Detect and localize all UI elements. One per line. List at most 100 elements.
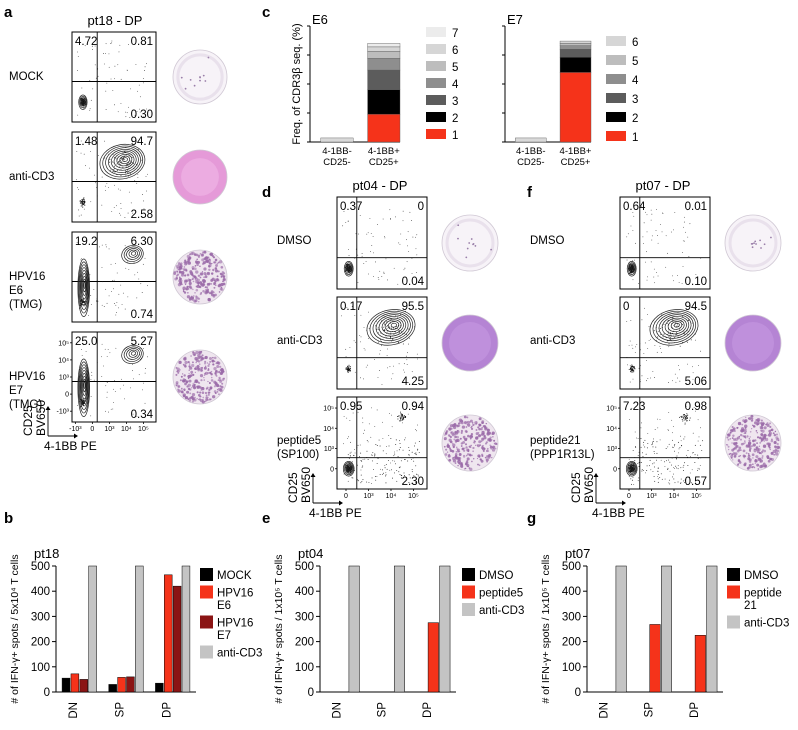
x-tick-label: 10⁴ — [669, 493, 680, 500]
quadrant-ur-value: 0 — [418, 201, 424, 213]
stack-seg-E7-1-1 — [559, 57, 592, 73]
legend-label-c-2: 5 — [452, 62, 458, 74]
x-category-label: SP — [644, 702, 656, 718]
quadrant-lr-value: 4.25 — [402, 376, 424, 388]
quadrant-ul-value: 0.95 — [340, 401, 362, 413]
y-tick-label: 10⁵ — [58, 340, 69, 347]
x-axis-label-a: 4-1BB PE — [44, 439, 97, 453]
legend-label-c-6: 1 — [452, 130, 458, 142]
y-axis-label-f-a: CD25 — [569, 472, 583, 503]
elispot-well-f-1 — [724, 314, 782, 372]
elispot-well-f-2 — [724, 414, 782, 472]
y-tick-label: 100 — [562, 662, 581, 674]
bar-e-DP-1 — [427, 622, 439, 693]
panel-letter-f: f — [527, 184, 533, 201]
bar-g-DP-2 — [706, 565, 718, 693]
quadrant-lr-value: 2.58 — [131, 209, 153, 221]
row-label-a-1: anti-CD3 — [9, 171, 54, 183]
stack-seg-E7-0-0 — [515, 137, 547, 143]
facs-plot-f-1: 0 94.5 5.06 — [619, 296, 711, 390]
facs-plot-a-2: 19.2 6.30 0.74 — [71, 231, 157, 323]
y-axis-label-c: Freq. of CDR3β seq. (%) — [291, 23, 303, 144]
legend-swatch-c-6 — [426, 129, 446, 139]
legend-swatch-c-5 — [426, 112, 446, 122]
facs-plot-d-1: 0.17 95.5 4.25 — [336, 296, 428, 390]
bar-g-DN-2 — [615, 565, 627, 693]
y-tick-label: 10⁵ — [323, 406, 334, 413]
legend-label-c-3: 3 — [632, 94, 638, 106]
elispot-well-a-1 — [172, 149, 228, 205]
quadrant-ur-value: 0.94 — [402, 401, 425, 413]
bar-b-DP-0 — [155, 682, 164, 693]
legend-swatch-0 — [200, 568, 213, 581]
row-label-a-2: HPV16 E6 (TMG) — [9, 271, 45, 311]
y-tick-label: 0 — [330, 466, 334, 473]
legend-swatch-c-3 — [426, 78, 446, 88]
legend-label-3: anti-CD3 — [217, 648, 262, 660]
facs-plot-a-3: 25.0 5.27 0.34 — [71, 331, 157, 423]
y-tick-label: 10³ — [607, 446, 618, 453]
bar-b-SP-0 — [108, 684, 117, 693]
x-category-label: 4-1BB+ CD25+ — [560, 146, 592, 168]
legend-label-1: HPV16 E6 — [217, 588, 253, 613]
legend-label-c-2: 4 — [632, 75, 639, 87]
row-label-d-2: peptide5 (SP100) — [277, 435, 321, 461]
row-label-f-2: peptide21 (PPP1R13L) — [530, 435, 595, 461]
legend-label-0: DMSO — [744, 570, 779, 582]
elispot-well-d-0 — [441, 214, 499, 272]
legend-swatch-0 — [727, 568, 740, 581]
y-tick-label: 0 — [44, 687, 50, 699]
legend-swatch-c-0 — [426, 27, 446, 37]
x-tick-label: 10⁵ — [408, 493, 419, 500]
chart-title-b: pt18 — [34, 546, 59, 561]
row-label-a-0: MOCK — [9, 71, 44, 83]
y-tick-label: 0 — [613, 466, 617, 473]
bar-b-SP-2 — [126, 676, 135, 693]
x-tick-label: 10³ — [363, 493, 374, 500]
x-tick-label: 10⁵ — [138, 426, 149, 433]
quadrant-ul-value: 19.2 — [75, 236, 97, 248]
legend-swatch-c-2 — [606, 74, 626, 84]
stack-seg-E6-1-0 — [367, 113, 401, 143]
bar-b-SP-1 — [117, 677, 126, 693]
y-tick-label: 500 — [562, 561, 581, 573]
quadrant-ur-value: 0.81 — [131, 36, 153, 48]
x-tick-label: 10⁴ — [121, 426, 132, 433]
y-tick-label: 100 — [31, 662, 50, 674]
y-axis-label-a-b: BV650 — [34, 400, 48, 436]
x-tick-label: -10³ — [69, 426, 82, 433]
legend-label-c-5: 2 — [452, 113, 458, 125]
y-axis-label-d-b: BV650 — [299, 467, 313, 503]
bar-b-DP-3 — [181, 565, 191, 693]
quadrant-ul-value: 1.48 — [75, 136, 97, 148]
bar-b-DP-1 — [164, 574, 173, 693]
stack-seg-E6-1-4 — [367, 51, 401, 59]
bar-b-DN-0 — [61, 677, 71, 693]
y-tick-label: 300 — [31, 611, 50, 623]
y-tick-label: -10³ — [57, 409, 70, 416]
y-tick-label: 10³ — [324, 446, 335, 453]
legend-label-1: peptide 21 — [744, 588, 782, 613]
x-tick-label: 10⁴ — [386, 493, 397, 500]
legend-swatch-2 — [727, 615, 740, 629]
quadrant-ul-value: 4.72 — [75, 36, 97, 48]
y-tick-label: 500 — [31, 561, 50, 573]
y-tick-label: 10⁴ — [58, 357, 69, 364]
y-tick-label: 10⁴ — [323, 426, 334, 433]
legend-label-1: peptide5 — [479, 588, 523, 600]
chart-title-e: pt04 — [298, 546, 323, 561]
row-label-f-1: anti-CD3 — [530, 335, 575, 347]
facs-title-f: pt07 - DP — [636, 178, 691, 193]
stack-seg-E7-1-2 — [559, 49, 592, 58]
y-tick-label: 500 — [295, 561, 314, 573]
bar-b-SP-3 — [135, 565, 144, 693]
bar-e-SP-2 — [393, 565, 405, 693]
panel-letter-c: c — [262, 4, 270, 21]
panel-letter-e: e — [262, 510, 270, 527]
y-tick-label: 200 — [31, 637, 50, 649]
elispot-well-a-0 — [172, 49, 228, 105]
legend-label-c-0: 7 — [452, 28, 458, 40]
legend-swatch-c-2 — [426, 61, 446, 71]
facs-plot-f-2: 7.23 0.98 0.57 — [619, 396, 711, 490]
